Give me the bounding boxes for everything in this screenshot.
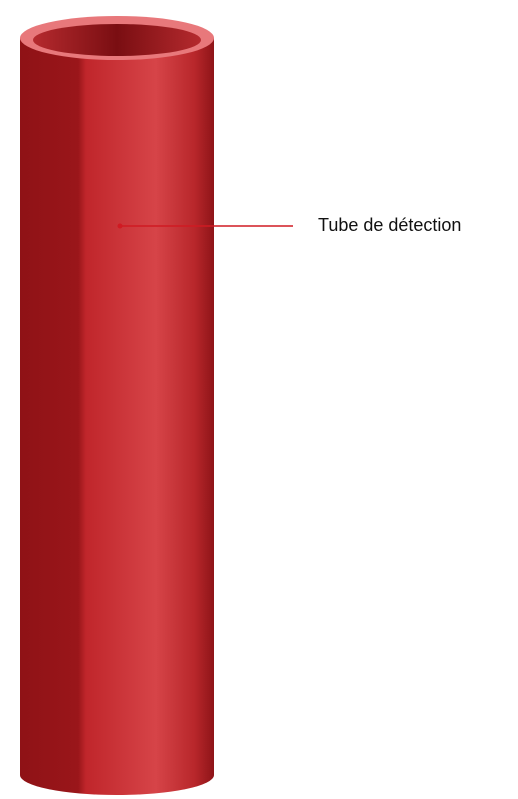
leader-dot — [118, 224, 123, 229]
diagram: Tube de détection — [0, 0, 518, 799]
tube-body — [20, 38, 214, 795]
label: Tube de détection — [318, 215, 461, 235]
tube — [20, 16, 214, 795]
tube-opening — [33, 24, 201, 56]
